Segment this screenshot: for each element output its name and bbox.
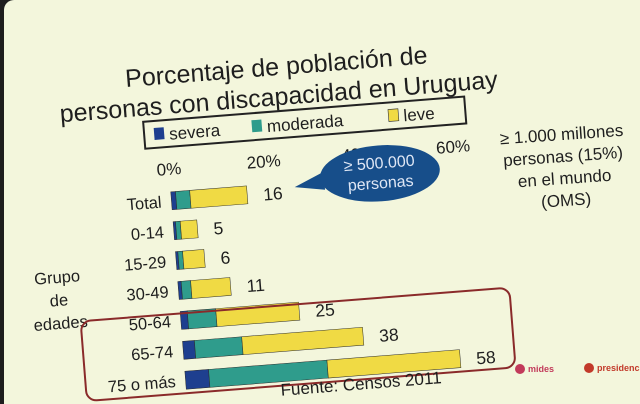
legend-swatch-leve: [387, 108, 400, 122]
callout-line-2: personas: [347, 173, 414, 195]
legend-label-severa: severa: [168, 121, 221, 144]
side-note: ≥ 1.000 millones personas (15%) en el mu…: [499, 121, 624, 212]
bar-segment-leve: [182, 249, 206, 270]
bar-segment-leve: [326, 349, 462, 379]
category-label: 0-14: [130, 224, 164, 245]
category-label: 30-49: [126, 283, 169, 304]
callout-line-1: ≥ 500.000: [343, 153, 415, 176]
value-label: 38: [378, 324, 399, 345]
legend-label-moderada: moderada: [266, 111, 344, 136]
bar-segment-severa: [184, 369, 211, 390]
category-label: 50-64: [128, 313, 171, 334]
x-tick-label: 0%: [156, 159, 182, 180]
bar-segment-leve: [241, 326, 365, 355]
x-tick-label: 60%: [435, 136, 470, 158]
callout: ≥ 500.000 personas: [294, 145, 440, 202]
logo-right-mark-icon: [584, 363, 594, 373]
logo-left-mark-icon: [515, 364, 525, 374]
value-label: 5: [213, 218, 224, 239]
bar-segment-moderada: [194, 336, 244, 359]
legend-swatch-severa: [153, 127, 165, 140]
value-label: 16: [262, 183, 283, 204]
category-label: 75 o más: [107, 373, 176, 396]
callout-bubble: [320, 145, 440, 202]
legend-box: [142, 95, 468, 150]
legend-label-leve: leve: [403, 104, 436, 125]
highlight-frame: [80, 287, 516, 402]
category-label: 15-29: [123, 253, 166, 274]
value-label: 11: [246, 275, 266, 296]
legend: severa moderada leve: [142, 95, 468, 150]
y-axis-title-line-3: edades: [33, 313, 88, 335]
bar-segment-leve: [189, 185, 249, 209]
logo-left: mides: [515, 364, 554, 374]
chart-canvas: Porcentaje de población de personas con …: [33, 41, 640, 402]
x-tick-label: 20%: [246, 151, 281, 173]
category-label: Total: [126, 194, 162, 215]
bar-segment-leve: [179, 219, 199, 240]
bar-segment-leve: [190, 277, 232, 299]
side-note-line-3: en el mundo: [517, 166, 612, 191]
legend-swatch-moderada: [251, 119, 263, 133]
logo-right: presidencia: [584, 363, 640, 373]
value-label: 25: [314, 299, 335, 320]
logo-left-text: mides: [528, 364, 554, 374]
value-label: 6: [220, 247, 231, 268]
side-note-line-4: (OMS): [541, 189, 592, 211]
callout-pointer: [294, 171, 326, 190]
bars: Total 16 0-14 5 15-29 6 30-49 11 50-64 25 65-74 38 7…: [107, 183, 496, 396]
value-label: 58: [475, 347, 496, 368]
bar-segment-severa: [182, 340, 197, 360]
bar-segment-moderada: [175, 190, 192, 210]
logo-right-text: presidencia: [597, 363, 640, 373]
bar-segment-moderada: [180, 280, 193, 300]
category-label: 65-74: [131, 343, 174, 364]
y-axis-title-line-2: de: [49, 291, 69, 310]
y-axis-title-line-1: Grupo: [34, 267, 81, 289]
slide: Porcentaje de población de personas con …: [4, 0, 640, 404]
